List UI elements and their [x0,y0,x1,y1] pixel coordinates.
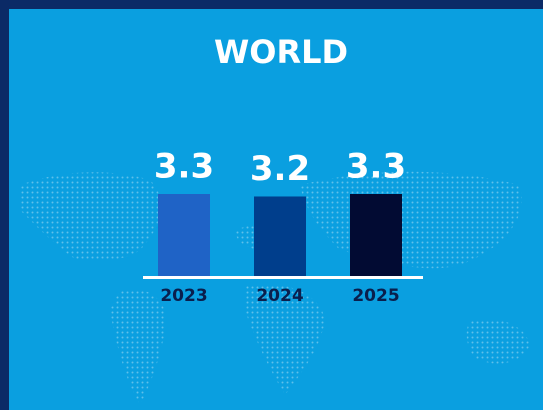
x-tick-label: 2024 [256,286,303,306]
value-label: 3.3 [154,147,214,187]
bar [254,196,306,276]
x-tick-label: 2023 [160,286,207,306]
value-label: 3.2 [250,149,310,189]
x-tick-label: 2025 [352,286,399,306]
chart-title: WORLD [214,33,348,71]
bar [158,194,210,276]
bar [350,194,402,276]
value-label: 3.3 [346,147,406,187]
